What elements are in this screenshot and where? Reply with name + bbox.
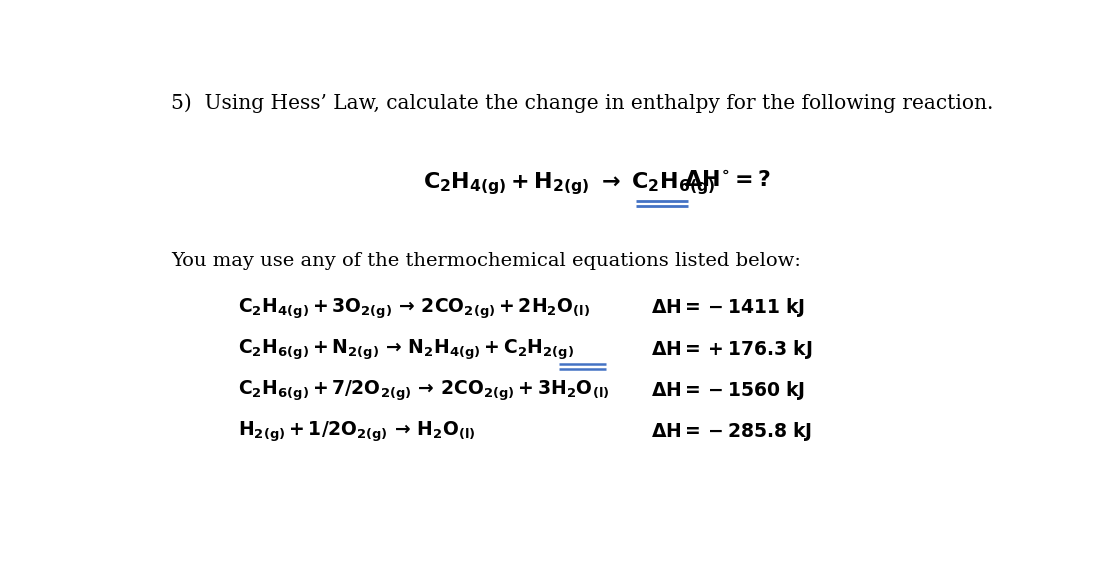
Text: $\mathbf{\Delta H = -285.8\ kJ}$: $\mathbf{\Delta H = -285.8\ kJ}$ bbox=[650, 420, 811, 443]
Text: $\mathbf{C_2H_{6(g)} + N_{2(g)}\,\rightarrow\, N_2H_{4(g)} + C_2H_{2(g)}}$: $\mathbf{C_2H_{6(g)} + N_{2(g)}\,\righta… bbox=[238, 338, 574, 362]
Text: $\mathbf{\Delta H = -1560\ kJ}$: $\mathbf{\Delta H = -1560\ kJ}$ bbox=[650, 379, 805, 402]
Text: You may use any of the thermochemical equations listed below:: You may use any of the thermochemical eq… bbox=[171, 253, 801, 270]
Text: $\mathbf{\Delta H^{\circ} = ?}$: $\mathbf{\Delta H^{\circ} = ?}$ bbox=[685, 170, 771, 191]
Text: $\mathbf{\Delta H = -1411\ kJ}$: $\mathbf{\Delta H = -1411\ kJ}$ bbox=[650, 297, 805, 320]
Text: 5)  Using Hess’ Law, calculate the change in enthalpy for the following reaction: 5) Using Hess’ Law, calculate the change… bbox=[171, 93, 993, 113]
Text: $\mathbf{C_2H_{6(g)} + 7/2O_{2(g)}\,\rightarrow\, 2CO_{2(g)} + 3H_2O_{(l)}}$: $\mathbf{C_2H_{6(g)} + 7/2O_{2(g)}\,\rig… bbox=[238, 379, 609, 403]
Text: $\mathbf{H_{2(g)} + 1/2O_{2(g)}\,\rightarrow\, H_2O_{(l)}}$: $\mathbf{H_{2(g)} + 1/2O_{2(g)}\,\righta… bbox=[238, 420, 475, 444]
Text: $\mathbf{C_2H_{4(g)} + 3O_{2(g)}\,\rightarrow\, 2CO_{2(g)} + 2H_2O_{(l)}}$: $\mathbf{C_2H_{4(g)} + 3O_{2(g)}\,\right… bbox=[238, 297, 589, 321]
Text: $\mathbf{C_2H_{4(g)} + H_{2(g)}\ \rightarrow\ C_2H_{6(g)}}$: $\mathbf{C_2H_{4(g)} + H_{2(g)}\ \righta… bbox=[423, 170, 715, 197]
Text: $\mathbf{\Delta H = +176.3\ kJ}$: $\mathbf{\Delta H = +176.3\ kJ}$ bbox=[650, 338, 811, 360]
